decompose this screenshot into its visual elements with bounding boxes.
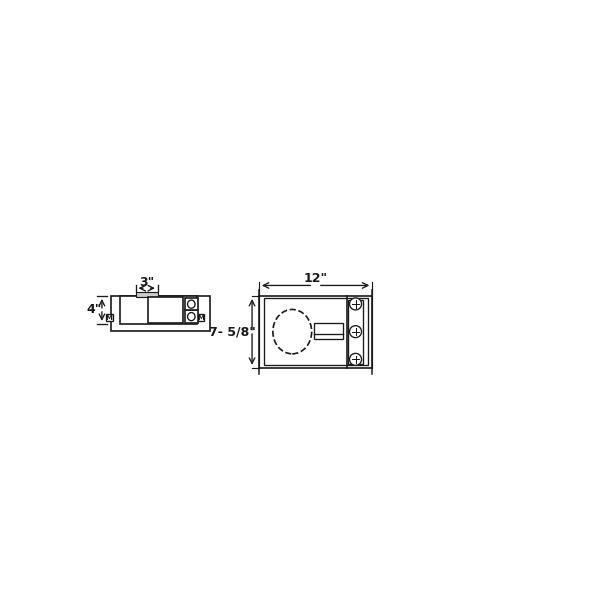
Bar <box>148 298 183 323</box>
Text: 3": 3" <box>139 276 154 289</box>
Bar <box>106 314 113 322</box>
Bar <box>348 300 363 364</box>
Bar <box>197 314 205 322</box>
Circle shape <box>350 326 362 338</box>
Bar <box>185 298 197 310</box>
Bar <box>314 323 343 338</box>
Bar <box>136 292 158 296</box>
Ellipse shape <box>188 300 195 308</box>
Circle shape <box>350 298 362 310</box>
Bar <box>263 298 368 365</box>
Ellipse shape <box>273 310 311 354</box>
Bar <box>111 296 211 331</box>
Text: M: M <box>197 315 205 321</box>
Text: 4": 4" <box>86 304 102 316</box>
Text: M: M <box>106 315 113 321</box>
Bar <box>185 310 197 323</box>
Circle shape <box>350 353 362 365</box>
Text: 12": 12" <box>304 272 328 286</box>
Ellipse shape <box>188 313 195 320</box>
Bar <box>121 296 197 324</box>
Text: 7- 5/8": 7- 5/8" <box>209 325 256 338</box>
Bar <box>259 296 372 368</box>
